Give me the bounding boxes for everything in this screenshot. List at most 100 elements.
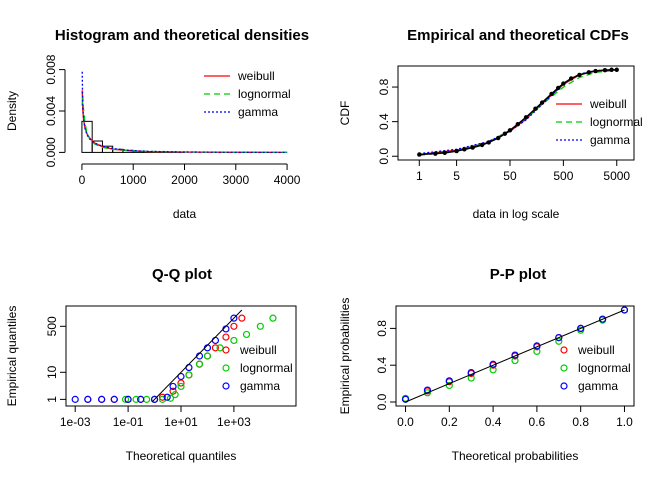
point-gamma [467, 368, 475, 377]
x-tick-label: 1e-01 [113, 415, 144, 429]
point-weibull [222, 333, 230, 341]
point-lognormal [555, 337, 563, 345]
legend-label-lognormal: lognormal [238, 87, 291, 101]
point-gamma [137, 395, 145, 403]
cdf-curve-weibull [419, 69, 617, 156]
point-gamma [110, 395, 118, 403]
x-tick-label: 1.0 [616, 415, 633, 429]
x-tick-label: 0.2 [441, 415, 458, 429]
legend-marker-weibull [222, 346, 230, 354]
y-tick-label: 0.4 [375, 357, 389, 374]
point-weibull [158, 393, 167, 401]
x-tick-label: 3000 [222, 173, 249, 187]
point-gamma [84, 395, 92, 403]
point-lognormal [269, 314, 277, 322]
point-gamma [177, 372, 185, 381]
y-axis-label: CDF [338, 101, 352, 126]
point-lognormal [242, 330, 251, 339]
x-tick-label: 4000 [274, 173, 301, 187]
point-gamma [555, 334, 563, 342]
point-lognormal [203, 352, 212, 360]
chart-title: Q-Q plot [152, 266, 212, 283]
x-tick-label: 1 [416, 169, 423, 183]
x-tick-label: 0.8 [572, 415, 589, 429]
y-tick-label: 500 [45, 316, 59, 336]
point-lognormal [195, 360, 204, 368]
legend-label-gamma: gamma [240, 379, 280, 393]
point-gamma [230, 314, 238, 322]
point-weibull [230, 322, 238, 330]
legend-label-weibull: weibull [237, 69, 275, 83]
legend: weibull lognormal gamma [556, 97, 643, 147]
point-gamma [598, 315, 607, 323]
point-gamma [98, 395, 106, 403]
point-lognormal [230, 336, 238, 345]
y-tick-label: 0.4 [377, 113, 391, 130]
y-tick-label: 0.000 [44, 137, 58, 167]
legend: weibull lognormal gamma [560, 343, 631, 393]
point-lognormal [177, 382, 185, 391]
point-lognormal [216, 344, 224, 352]
x-tick-label: 50 [503, 169, 517, 183]
legend-label-lognormal: lognormal [578, 361, 631, 375]
y-axis-label: Density [5, 91, 19, 131]
point-gamma [185, 363, 193, 372]
empirical-cdf-line [419, 69, 617, 156]
point-gamma [577, 324, 585, 332]
legend-label-gamma: gamma [578, 379, 618, 393]
x-tick-label: 0.0 [397, 415, 414, 429]
y-tick-label: 0.008 [44, 54, 58, 84]
point-lognormal [171, 391, 179, 399]
y-tick-label: 0.0 [375, 393, 389, 410]
y-tick-label: 0.8 [375, 320, 389, 337]
y-axis-label: Empirical quantiles [5, 306, 19, 407]
pp-panel: P-P plot Theoretical probabilities Empiric… [338, 266, 635, 463]
y-tick-label: 0.004 [44, 96, 58, 126]
cdf-curve-lognormal [419, 69, 617, 157]
x-tick-label: 0.6 [529, 415, 546, 429]
qq-panel: Q-Q plot Theoretical quantiles Empirical q… [5, 266, 297, 463]
x-tick-label: 2000 [171, 173, 198, 187]
x-axis-label: data in log scale [473, 207, 560, 221]
histogram-panel: Histogram and theoretical densities data D… [5, 27, 309, 221]
y-tick-label: 0.0 [377, 148, 391, 165]
data-layer [71, 309, 277, 403]
x-tick-label: 5000 [603, 169, 630, 183]
data-layer [81, 71, 288, 154]
x-axis-label: Theoretical quantiles [126, 449, 237, 463]
point-lognormal [445, 381, 453, 390]
legend: weibull lognormal gamma [222, 343, 293, 393]
point-gamma [211, 336, 220, 345]
x-tick-label: 1e+01 [164, 415, 198, 429]
legend-marker-lognormal [222, 364, 230, 372]
chart-title: P-P plot [490, 266, 546, 283]
legend-label-weibull: weibull [589, 97, 627, 111]
y-axis-label: Empirical probabilities [338, 298, 352, 415]
point-lognormal [185, 371, 193, 379]
point-gamma [71, 395, 79, 403]
point-lognormal [142, 395, 151, 403]
legend-marker-lognormal [560, 364, 568, 372]
point-gamma [163, 393, 171, 401]
y-tick-label: 10 [45, 365, 59, 379]
point-lognormal [166, 394, 175, 402]
legend-label-gamma: gamma [238, 105, 278, 119]
density-curve-gamma [81, 71, 288, 154]
cdf-panel: Empirical and theoretical CDFs data in lo… [338, 27, 643, 221]
x-tick-label: 1e+03 [217, 415, 251, 429]
data-layer [401, 306, 629, 403]
point-lognormal [256, 322, 264, 330]
x-axis-label: data [173, 207, 197, 221]
point-gamma [150, 395, 159, 403]
point-lognormal [121, 395, 130, 403]
x-tick-label: 1000 [120, 173, 147, 187]
point-lognormal [132, 395, 140, 403]
legend-marker-gamma [222, 382, 230, 390]
x-tick-label: 1e-03 [60, 415, 91, 429]
reference-line [151, 309, 243, 403]
reference-line [405, 309, 625, 403]
legend-label-weibull: weibull [577, 343, 615, 357]
point-lognormal [423, 389, 432, 397]
chart-title: Empirical and theoretical CDFs [407, 27, 629, 44]
